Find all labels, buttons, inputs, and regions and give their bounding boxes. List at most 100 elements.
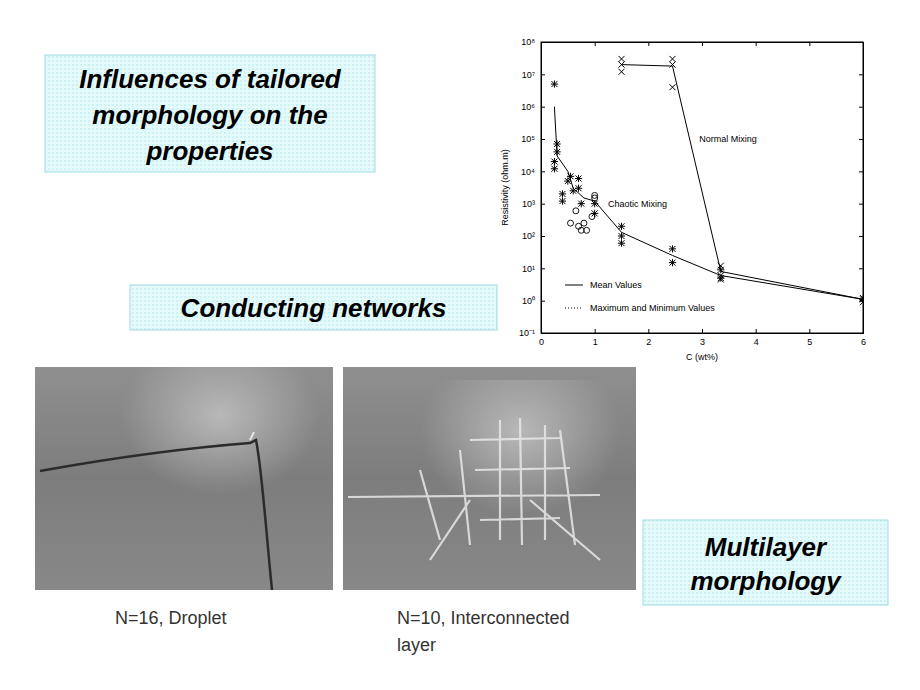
data-point <box>669 245 676 252</box>
data-point <box>619 69 625 75</box>
plot-frame <box>541 42 863 333</box>
y-tick-right <box>859 236 863 237</box>
data-point <box>619 62 625 68</box>
x-tick-label: 2 <box>646 337 651 347</box>
photo-background <box>35 367 333 590</box>
x-tick-label: 4 <box>754 337 759 347</box>
data-point <box>559 190 566 197</box>
y-tick: 10⁵ <box>521 134 545 144</box>
x-tick-top <box>809 42 810 46</box>
annotation: Chaotic Mixing <box>608 199 667 209</box>
y-tick-mark <box>541 107 545 108</box>
slide: Influences of tailored morphology on the p… <box>0 0 920 690</box>
x-tick: 4 <box>754 329 759 347</box>
y-tick-mark <box>541 74 545 75</box>
photo-network <box>343 367 636 590</box>
photo-highlight <box>250 432 254 440</box>
y-axis-line <box>542 43 546 334</box>
x-tick-top <box>756 42 757 46</box>
x-tick-mark-top <box>648 42 649 46</box>
x-tick: 3 <box>700 329 705 347</box>
x-tick-label: 0 <box>539 337 544 347</box>
data-point <box>618 223 625 230</box>
text-box: Influences of tailored morphology on the p… <box>45 55 375 172</box>
y-tick: 10⁻¹ <box>519 328 545 338</box>
text-box: Multilayermorphology <box>643 520 888 605</box>
data-point <box>618 240 625 247</box>
data-point <box>575 185 582 192</box>
x-axis-top <box>542 42 864 46</box>
box-background <box>130 285 497 330</box>
x-tick-top <box>541 42 542 46</box>
x-tick-label: 3 <box>700 337 705 347</box>
y-tick-label: 10⁻¹ <box>519 328 535 338</box>
annotation: Normal Mixing <box>699 134 757 144</box>
x-tick-mark-top <box>595 42 596 46</box>
y-tick-mark-right <box>859 171 863 172</box>
data-point <box>669 56 675 62</box>
plot-marks <box>551 56 863 305</box>
data-point <box>568 220 574 226</box>
y-tick: 10⁷ <box>522 70 545 80</box>
data-point <box>859 296 863 303</box>
chart: 012345610⁻¹10⁰10¹10²10³10⁴10⁵10⁶10⁷10⁸C … <box>500 37 867 362</box>
data-point <box>575 175 582 182</box>
y-tick-label: 10¹ <box>522 264 535 274</box>
legend-label: Maximum and Minimum Values <box>590 303 715 313</box>
y-tick-mark <box>541 139 545 140</box>
x-tick-mark <box>595 329 596 333</box>
data-point <box>551 158 558 165</box>
y-tick-right <box>859 268 863 269</box>
y-tick-mark-right <box>859 268 863 269</box>
y-tick: 10³ <box>522 199 545 209</box>
y-tick-label: 10³ <box>522 199 535 209</box>
data-point <box>554 148 561 155</box>
y-tick: 10⁶ <box>521 102 545 112</box>
legend-line <box>565 308 583 309</box>
photo-crack <box>40 440 272 590</box>
data-point <box>717 266 724 273</box>
data-point <box>554 140 561 147</box>
legend: Mean ValuesMaximum and Minimum Values <box>565 280 715 313</box>
y-tick-right <box>859 107 863 108</box>
x-axis-top-line <box>542 43 864 47</box>
y-axis-right-line <box>859 43 864 334</box>
y-axis: 10⁻¹10⁰10¹10²10³10⁴10⁵10⁶10⁷10⁸ <box>519 37 545 338</box>
data-point <box>559 198 566 205</box>
data-point <box>592 192 598 198</box>
box-text: properties <box>145 136 273 166</box>
y-tick: 10¹ <box>522 264 545 274</box>
y-tick-mark <box>541 333 545 334</box>
box-text: Influences of tailored <box>79 64 342 94</box>
x-tick-top <box>595 42 596 46</box>
y-axis-right <box>859 43 864 334</box>
y-tick-right <box>859 42 863 43</box>
data-point <box>669 62 675 68</box>
x-tick-mark-top <box>702 42 703 46</box>
y-tick-mark <box>541 268 545 269</box>
x-tick-mark-top <box>541 42 542 46</box>
y-tick-mark <box>541 171 545 172</box>
data-point <box>573 208 579 214</box>
photo-network-lines <box>348 418 600 560</box>
x-axis: 0123456 <box>539 329 866 347</box>
y-tick-mark <box>541 236 545 237</box>
x-tick-mark-top <box>809 42 810 46</box>
data-point <box>581 220 587 226</box>
y-tick-mark-right <box>859 74 863 75</box>
y-tick-mark-right <box>859 204 863 205</box>
x-tick: 5 <box>807 329 812 347</box>
y-axis-title: Resistivity (ohm.m) <box>500 149 510 226</box>
y-tick-mark-right <box>859 236 863 237</box>
y-tick-right <box>859 171 863 172</box>
y-tick-mark <box>541 301 545 302</box>
x-tick-top <box>702 42 703 46</box>
data-point <box>618 232 625 239</box>
y-tick-mark-right <box>859 139 863 140</box>
data-point <box>551 80 558 87</box>
box-text: morphology on the <box>92 100 327 130</box>
y-tick-right <box>859 333 863 334</box>
data-point <box>669 84 675 90</box>
y-tick-label: 10⁶ <box>521 102 535 112</box>
photo-caption: N=10, Interconnected <box>397 608 570 628</box>
